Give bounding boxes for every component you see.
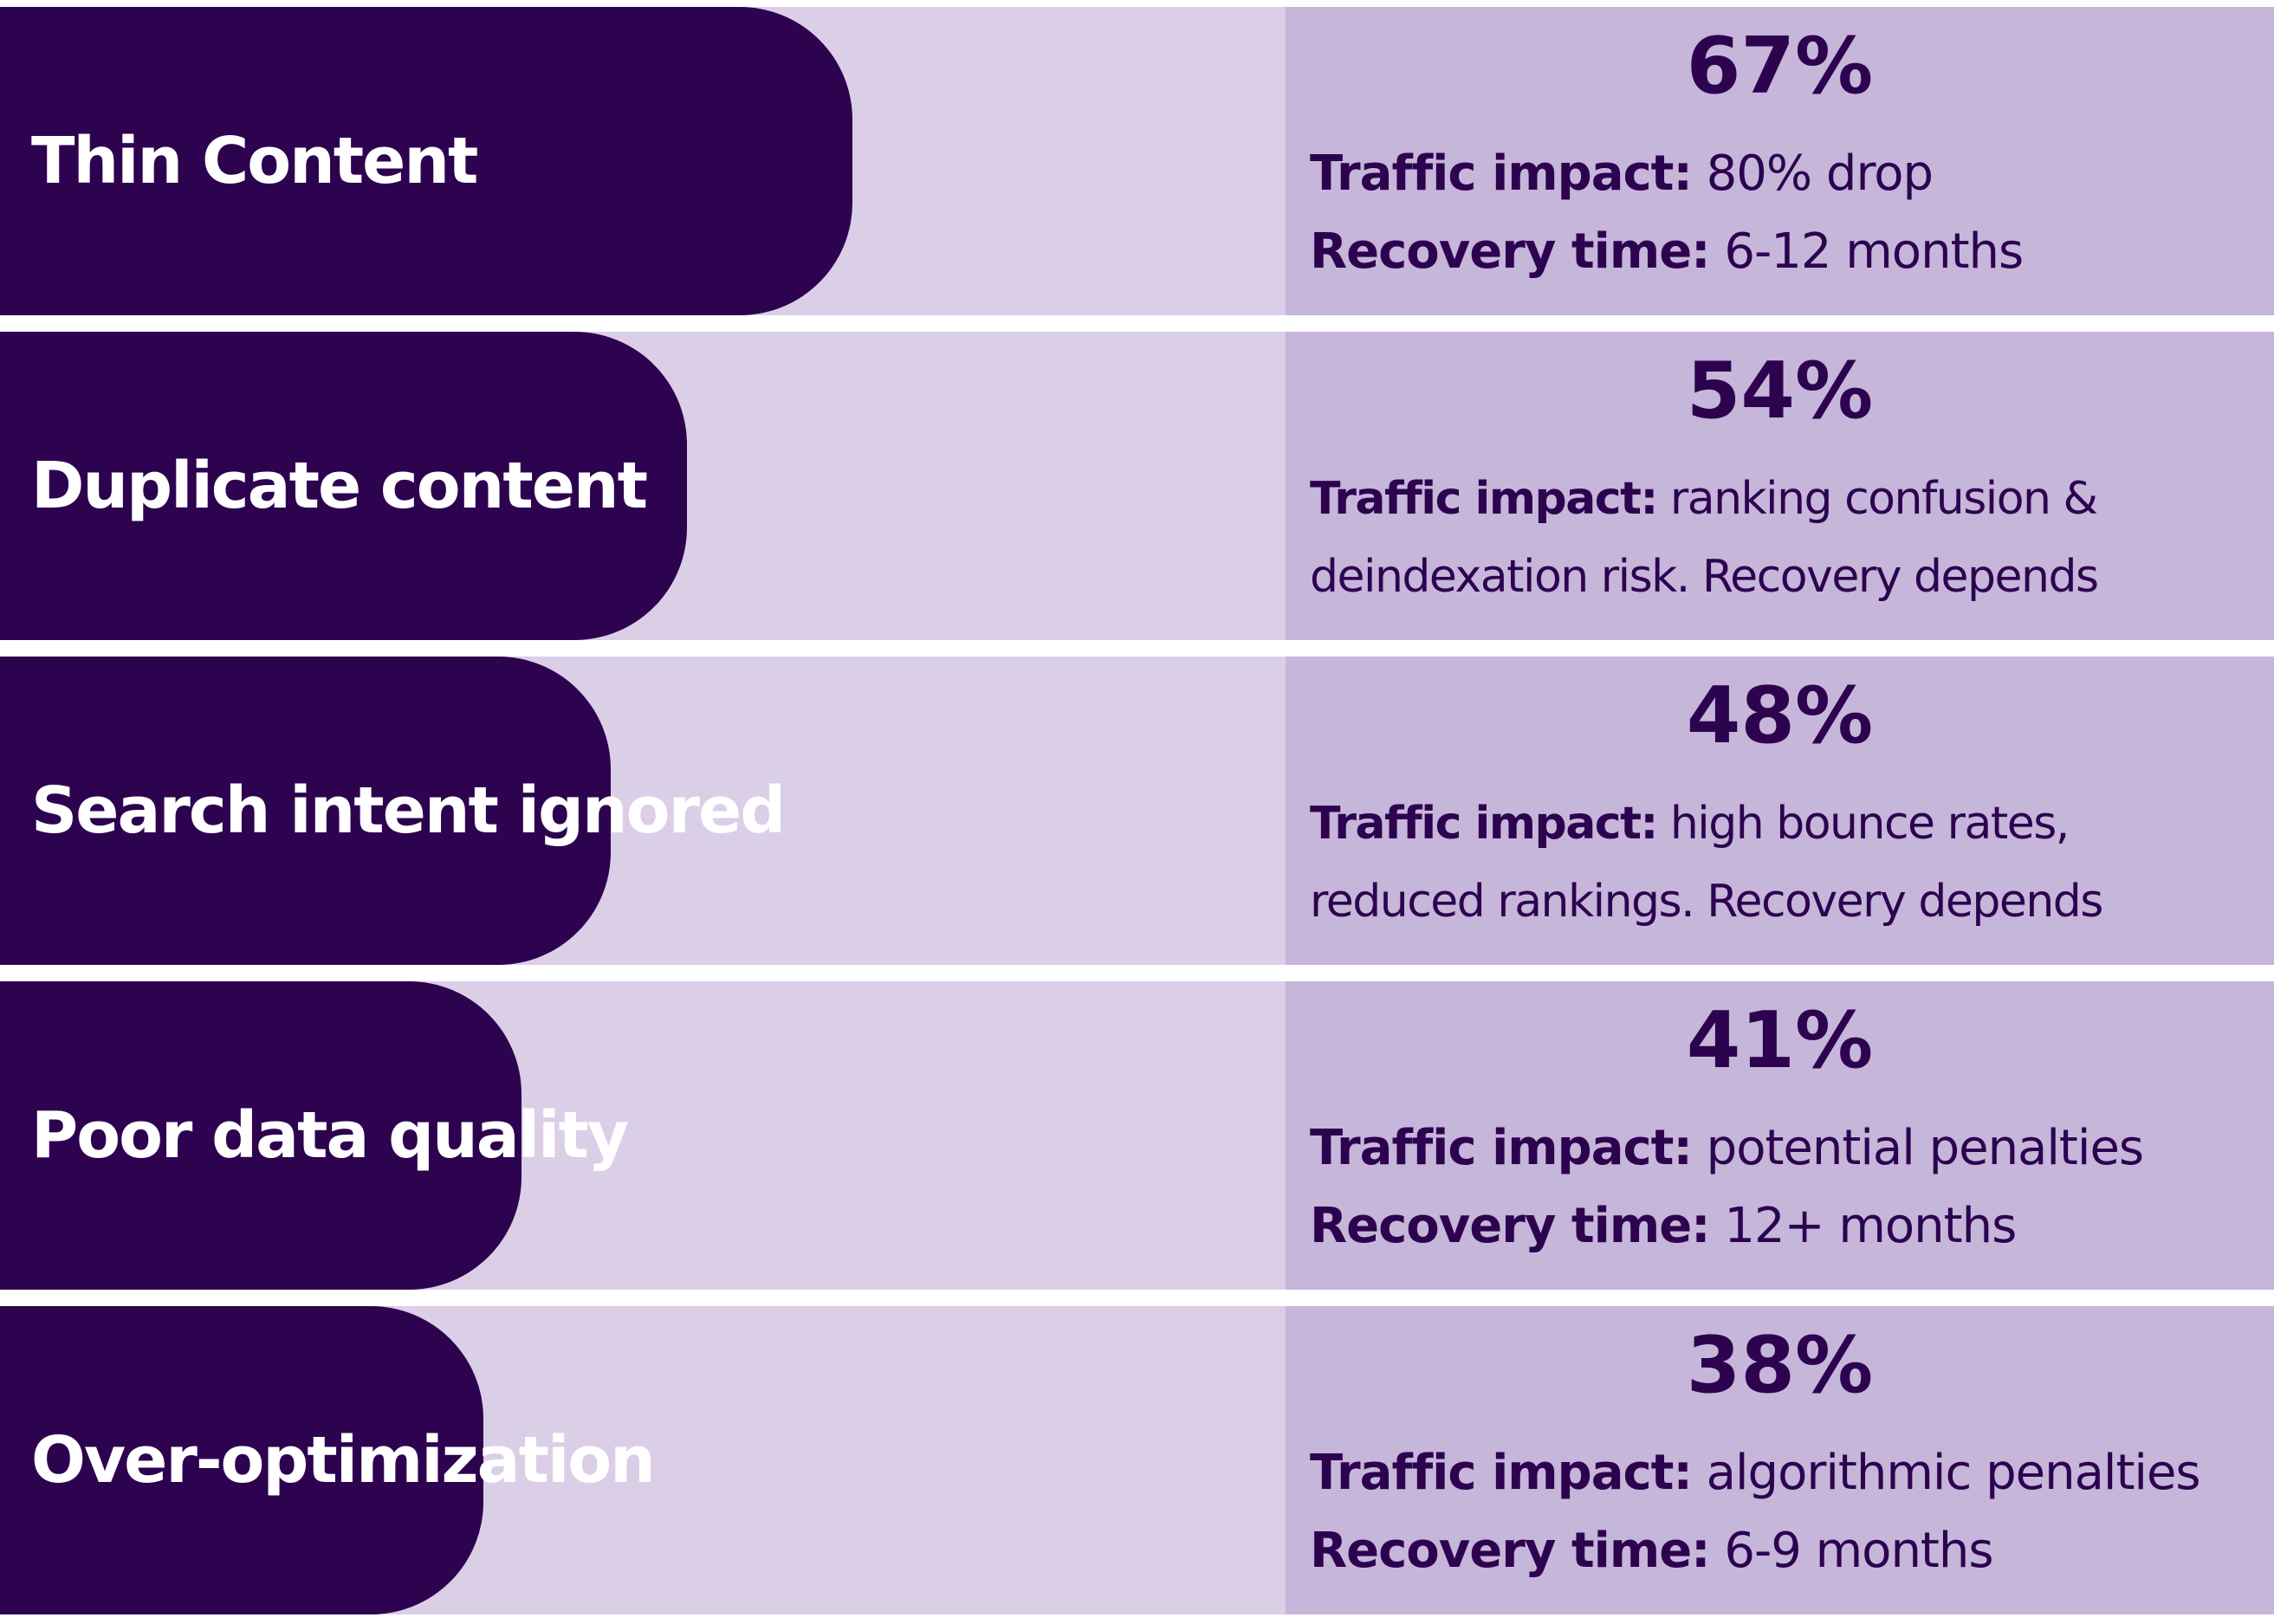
detail-line-2: Recovery time: 6-9 months [1310,1512,2263,1590]
detail-key: Traffic impact: [1310,473,1658,525]
row-poor-data-quality: Poor data quality 41% Traffic impact: po… [0,981,2274,1290]
value-label: 41% [1686,995,1874,1086]
row-thin-content: Thin Content 67% Traffic impact: 80% dro… [0,7,2274,315]
detail-text: 6-9 months [1709,1523,1993,1579]
detail-panel: 48% Traffic impact: high bounce rates, r… [1286,657,2274,965]
detail-line-1: Traffic impact: algorithmic penalties [1310,1434,2263,1512]
detail-text: high bounce rates, [1656,798,2070,850]
detail-line-1: Traffic impact: ranking confusion & [1310,460,2263,538]
bar-poor-data-quality [0,981,522,1290]
bar-label: Poor data quality [31,1098,629,1173]
detail-line-1: Traffic impact: 80% drop [1310,135,2263,213]
detail-key: Traffic impact: [1310,798,1658,850]
detail-text: algorithmic penalties [1691,1445,2201,1501]
detail-text: reduced rankings. Recovery depends [1310,876,2103,928]
detail-line-1: Traffic impact: high bounce rates, [1310,785,2263,863]
value-label: 54% [1686,346,1874,437]
bar-label: Search intent ignored [31,773,786,848]
value-label: 67% [1686,21,1874,112]
detail-panel: 67% Traffic impact: 80% drop Recovery ti… [1286,7,2274,315]
row-search-intent-ignored: Search intent ignored 48% Traffic impact… [0,657,2274,965]
detail-line-1: Traffic impact: potential penalties [1310,1110,2263,1187]
detail-text: potential penalties [1691,1120,2144,1176]
bar-thin-content [0,7,852,315]
detail-line-2: reduced rankings. Recovery depends [1310,863,2263,941]
detail-text: deindexation risk. Recovery depends [1310,551,2099,603]
detail-key: Recovery time: [1310,223,1711,280]
detail-text: 12+ months [1709,1198,2017,1254]
detail-text: ranking confusion & [1656,473,2098,525]
bar-label: Thin Content [31,124,478,198]
detail-text: 80% drop [1691,146,1934,202]
detail-key: Recovery time: [1310,1198,1711,1254]
detail-key: Traffic impact: [1310,1120,1693,1176]
bar-search-intent-ignored [0,657,611,965]
detail-panel: 41% Traffic impact: potential penalties … [1286,981,2274,1290]
detail-key: Traffic impact: [1310,1445,1693,1501]
detail-panel: 38% Traffic impact: algorithmic penaltie… [1286,1306,2274,1614]
detail-text: 6-12 months [1709,223,2024,280]
bar-duplicate-content [0,332,687,640]
detail-panel: 54% Traffic impact: ranking confusion & … [1286,332,2274,640]
row-over-optimization: Over-optimization 38% Traffic impact: al… [0,1306,2274,1614]
detail-line-2: Recovery time: 6-12 months [1310,213,2263,291]
detail-line-2: Recovery time: 12+ months [1310,1187,2263,1265]
value-label: 38% [1686,1320,1874,1411]
detail-key: Recovery time: [1310,1523,1711,1579]
detail-key: Traffic impact: [1310,146,1693,202]
bar-over-optimization [0,1306,483,1614]
bar-label: Duplicate content [31,449,648,523]
bar-label: Over-optimization [31,1423,656,1498]
value-label: 48% [1686,670,1874,761]
detail-line-2: deindexation risk. Recovery depends [1310,538,2263,616]
row-duplicate-content: Duplicate content 54% Traffic impact: ra… [0,332,2274,640]
